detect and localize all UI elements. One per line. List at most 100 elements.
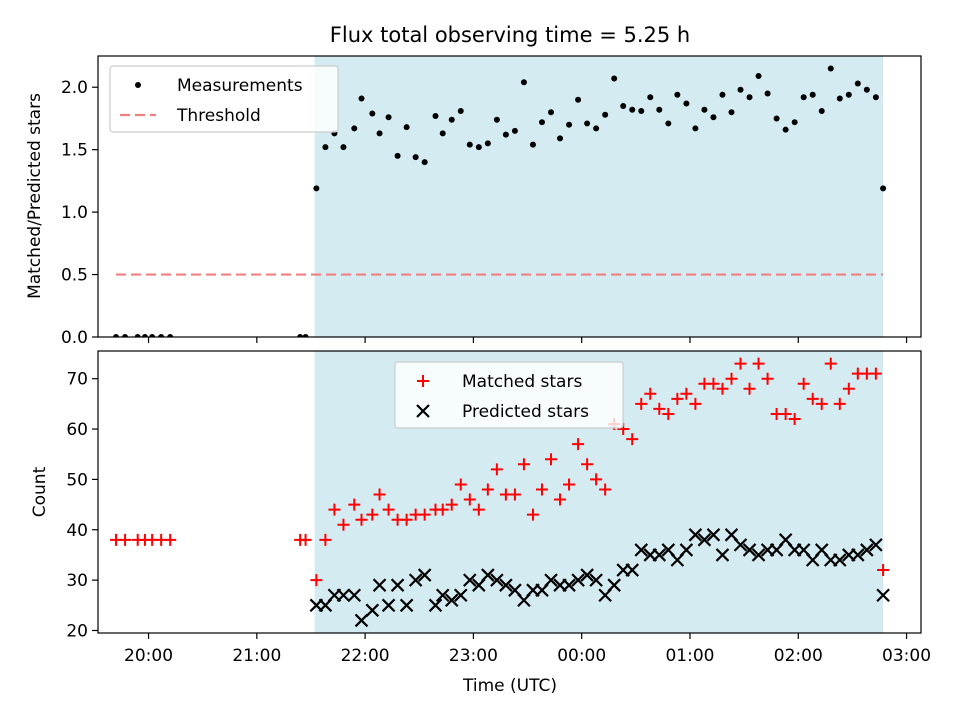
measurement-point [800, 94, 807, 101]
predicted-stars-point [354, 613, 369, 628]
matched-stars-point [743, 382, 756, 395]
predicted-stars-point [435, 588, 450, 603]
measurement-point [457, 107, 464, 114]
y-tick-label: 50 [66, 470, 88, 490]
predicted-stars-point [607, 578, 621, 592]
measurement-point [548, 109, 555, 116]
predicted-stars-point [715, 548, 730, 562]
legend-label: Predicted stars [462, 402, 589, 422]
measurement-point [863, 86, 870, 93]
predicted-stars-point [733, 538, 748, 552]
measurement-point [385, 114, 392, 121]
y-axis-label-bottom: Count [30, 466, 50, 517]
matched-stars-point [526, 508, 539, 521]
x-tick-label: 02:00 [774, 646, 823, 666]
predicted-stars-point [851, 548, 865, 562]
x-tick-label: 23:00 [449, 646, 498, 666]
measurement-point [520, 79, 527, 86]
measurement-point [845, 91, 852, 98]
measurement-point [351, 125, 358, 132]
matched-stars-point [877, 564, 890, 577]
matched-stars-point [599, 483, 612, 496]
predicted-stars-point [742, 543, 757, 557]
measurement-point [791, 119, 798, 126]
matched-stars-point [490, 463, 503, 476]
measurement-point [764, 90, 771, 97]
matched-stars-point [797, 377, 810, 390]
y-axis-label-top: Matched/Predicted stars [25, 93, 45, 299]
measurement-point [854, 80, 861, 87]
matched-stars-point [779, 407, 792, 420]
predicted-stars-point [399, 598, 414, 613]
legend-bottom: Matched stars Predicted stars [394, 361, 624, 429]
matched-stars-point [824, 357, 837, 370]
measurement-point [158, 334, 165, 337]
legend-label: Threshold [176, 106, 261, 126]
matched-stars-point [662, 407, 675, 420]
measurement-point [818, 107, 825, 114]
matched-stars-point [328, 503, 341, 516]
measurement-point [872, 94, 879, 101]
predicted-stars-point [869, 538, 883, 552]
matched-stars-point [310, 574, 323, 587]
matched-stars-point [348, 498, 361, 511]
measurement-point [122, 334, 129, 337]
matched-stars-point [716, 382, 729, 395]
matched-stars-point [382, 503, 395, 516]
predicted-stars-point [347, 588, 362, 603]
measurement-point [683, 100, 690, 107]
measurement-point [836, 95, 843, 102]
y-tick-label: 0.0 [61, 328, 88, 348]
legend-top: Measurements Threshold [109, 65, 339, 133]
measurement-point [502, 131, 509, 138]
matched-stars-point [463, 493, 476, 506]
measurement-point [466, 141, 473, 148]
matched-stars-point [454, 478, 467, 491]
predicted-stars-point [417, 568, 432, 582]
y-tick-label: 60 [66, 420, 88, 440]
measurement-point [701, 106, 708, 113]
measurement-point [439, 130, 446, 137]
measurement-point [376, 130, 383, 137]
measurement-point [755, 72, 762, 79]
measurement-point [692, 125, 699, 132]
axes-frame [97, 350, 922, 634]
measurement-point [432, 112, 439, 119]
measurement-point [782, 126, 789, 133]
measurement-point [638, 107, 645, 114]
predicted-stars-point [481, 568, 495, 582]
measurement-point [297, 334, 304, 337]
x-tick-label: 21:00 [232, 646, 281, 666]
predicted-stars-point [688, 528, 703, 542]
predicted-stars-point [499, 578, 513, 592]
matched-stars-point [581, 458, 594, 471]
x-axis-label: Time (UTC) [462, 676, 557, 696]
predicted-stars-point [453, 588, 468, 603]
predicted-stars-point [390, 578, 405, 592]
matched-stars-point [337, 518, 350, 531]
predicted-stars-point [365, 603, 380, 618]
matched-stars-point [869, 367, 882, 380]
matched-stars-point [366, 508, 379, 521]
plot-area [113, 65, 887, 337]
measurement-point [412, 154, 419, 161]
measurement-point [484, 140, 491, 147]
measurement-point [719, 91, 726, 98]
matched-stars-point [833, 397, 846, 410]
x-tick-label: 22:00 [341, 646, 390, 666]
y-tick-label: 2.0 [61, 78, 88, 98]
matched-stars-point [535, 483, 548, 496]
chart-title: Flux total observing time = 5.25 h [330, 23, 690, 47]
legend-label: Measurements [177, 76, 303, 96]
predicted-stars-point [625, 563, 640, 577]
measurement-point [746, 94, 753, 101]
matched-stars-point [563, 478, 576, 491]
measurement-point [167, 334, 174, 337]
measurement-point [149, 334, 156, 337]
matched-stars-point [806, 392, 819, 405]
y-tick-label: 0.5 [61, 266, 88, 286]
x-tick-label: 00:00 [557, 646, 606, 666]
predicted-stars-point [381, 598, 396, 613]
measurement-point [313, 185, 320, 192]
